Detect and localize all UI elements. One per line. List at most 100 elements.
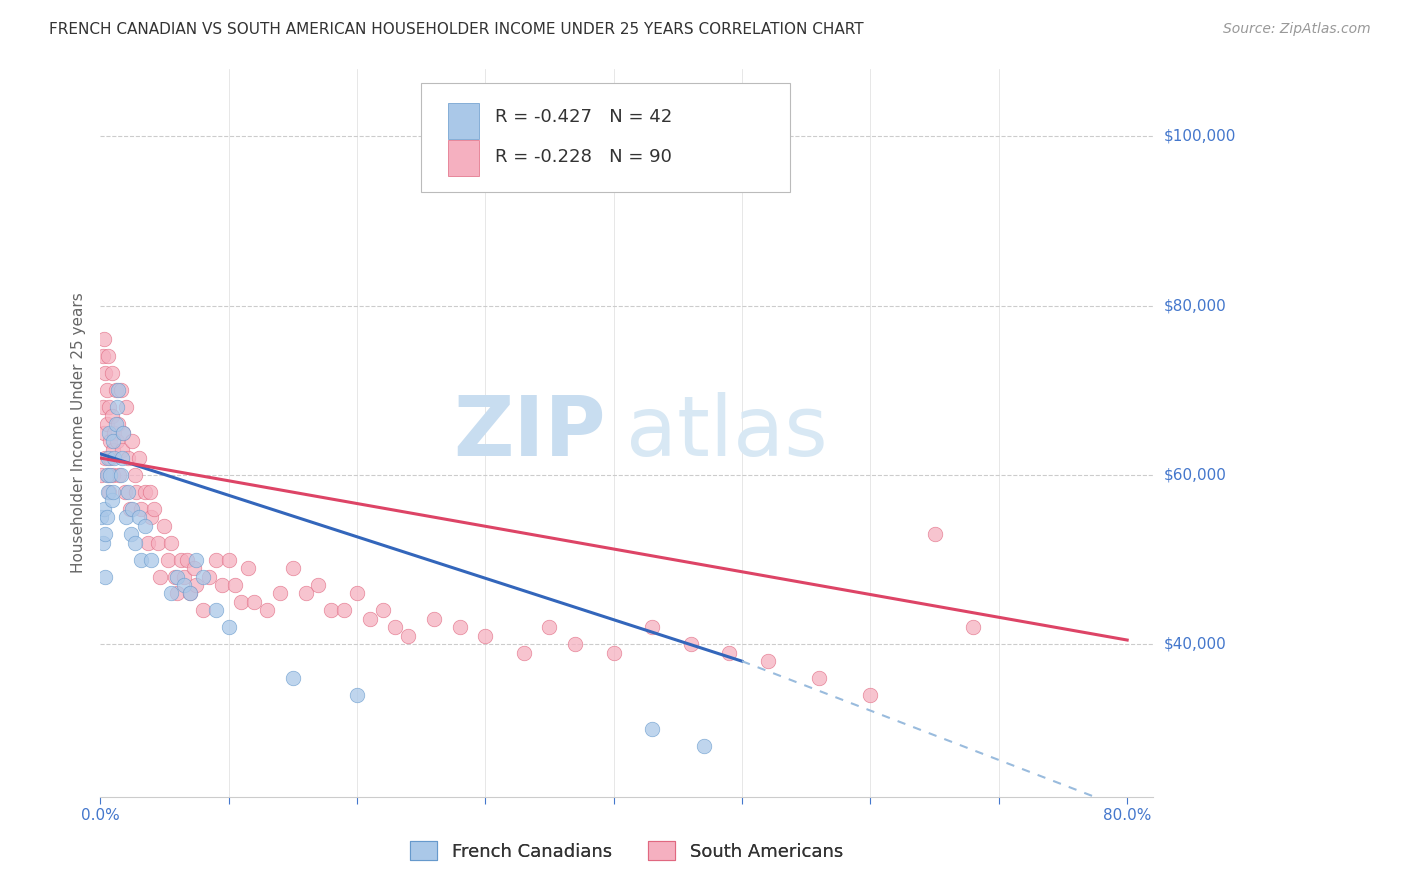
FancyBboxPatch shape — [422, 83, 790, 193]
Point — [191, 569, 214, 583]
Point — [105, 434, 128, 448]
Text: FRENCH CANADIAN VS SOUTH AMERICAN HOUSEHOLDER INCOME UNDER 25 YEARS CORRELATION : FRENCH CANADIAN VS SOUTH AMERICAN HOUSEH… — [49, 22, 863, 37]
Point — [808, 671, 831, 685]
Text: $80,000: $80,000 — [1164, 298, 1226, 313]
Point — [139, 484, 162, 499]
Point — [204, 603, 226, 617]
Point — [129, 501, 152, 516]
Point — [149, 569, 172, 583]
Point — [294, 586, 316, 600]
Point — [121, 501, 143, 516]
Point — [449, 620, 471, 634]
Point — [107, 384, 129, 398]
Point — [120, 527, 142, 541]
Point — [100, 367, 122, 381]
Point — [396, 629, 419, 643]
Point — [179, 586, 201, 600]
Text: $100,000: $100,000 — [1164, 128, 1236, 144]
Point — [100, 409, 122, 423]
Point — [333, 603, 356, 617]
Point — [101, 484, 124, 499]
Point — [346, 688, 368, 702]
Point — [513, 646, 536, 660]
Point — [110, 467, 132, 482]
Text: R = -0.228   N = 90: R = -0.228 N = 90 — [495, 148, 672, 166]
Point — [121, 434, 143, 448]
Point — [101, 434, 124, 448]
Point — [103, 450, 125, 465]
Point — [97, 484, 120, 499]
Point — [104, 417, 127, 431]
Text: atlas: atlas — [627, 392, 828, 473]
Point — [346, 586, 368, 600]
Point — [90, 467, 112, 482]
Point — [96, 417, 118, 431]
Point — [859, 688, 882, 702]
Point — [962, 620, 984, 634]
Point — [128, 450, 150, 465]
Point — [371, 603, 394, 617]
FancyBboxPatch shape — [447, 103, 479, 139]
Point — [104, 384, 127, 398]
Point — [129, 552, 152, 566]
Text: $40,000: $40,000 — [1164, 637, 1226, 652]
Point — [281, 561, 304, 575]
Point — [141, 510, 163, 524]
Point — [159, 535, 181, 549]
Text: ZIP: ZIP — [453, 392, 606, 473]
Point — [100, 434, 122, 448]
Point — [97, 467, 120, 482]
Point — [281, 671, 304, 685]
Point — [307, 578, 329, 592]
Point — [91, 400, 114, 414]
Point — [159, 586, 181, 600]
Point — [93, 425, 115, 440]
Point — [183, 561, 205, 575]
Point — [204, 552, 226, 566]
Point — [96, 384, 118, 398]
Point — [173, 578, 195, 592]
Point — [136, 535, 159, 549]
Point — [125, 484, 148, 499]
Point — [112, 425, 135, 440]
Point — [198, 569, 221, 583]
Point — [101, 467, 124, 482]
Point — [91, 535, 114, 549]
Point — [236, 561, 259, 575]
Point — [98, 400, 121, 414]
Point — [224, 578, 246, 592]
Point — [114, 484, 136, 499]
Point — [191, 603, 214, 617]
Point — [117, 484, 139, 499]
Point — [166, 586, 188, 600]
Point — [179, 586, 201, 600]
Point — [163, 569, 186, 583]
Point — [153, 518, 176, 533]
Point — [97, 450, 120, 465]
Point — [111, 442, 134, 457]
Point — [91, 350, 114, 364]
Point — [100, 467, 122, 482]
Point — [94, 527, 117, 541]
Point — [173, 569, 195, 583]
Point — [924, 527, 946, 541]
Point — [100, 450, 122, 465]
Point — [384, 620, 406, 634]
Point — [111, 450, 134, 465]
Point — [218, 620, 240, 634]
Point — [186, 578, 208, 592]
FancyBboxPatch shape — [447, 140, 479, 177]
Point — [105, 400, 128, 414]
Point — [170, 552, 193, 566]
Point — [103, 425, 125, 440]
Point — [186, 552, 208, 566]
Point — [107, 417, 129, 431]
Point — [538, 620, 561, 634]
Point — [756, 654, 779, 668]
Point — [211, 578, 233, 592]
Point — [269, 586, 291, 600]
Point — [96, 467, 118, 482]
Point — [692, 739, 714, 753]
Point — [114, 510, 136, 524]
Point — [359, 612, 381, 626]
